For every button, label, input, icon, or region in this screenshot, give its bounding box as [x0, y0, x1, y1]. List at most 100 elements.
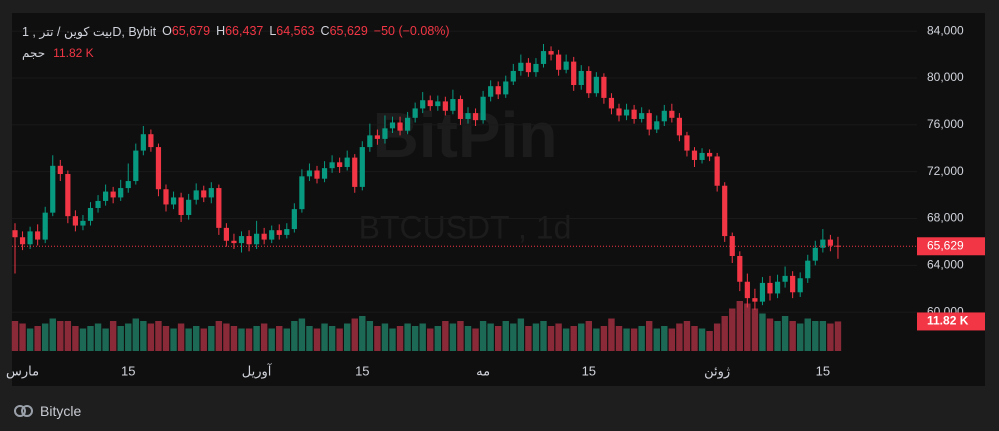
candle-body [707, 152, 713, 157]
candle-body [19, 237, 26, 245]
x-tick-label: مه [476, 363, 490, 378]
legend-key: L [269, 24, 277, 38]
candle-body [427, 100, 433, 107]
volume-bar [344, 323, 351, 351]
candle-body [782, 275, 788, 282]
volume-bar [411, 326, 419, 351]
candle-body [420, 100, 426, 109]
volume-bar [185, 328, 192, 351]
candle-body [669, 110, 675, 118]
candle-body [556, 54, 562, 70]
volume-bar [102, 328, 109, 351]
volume-bar [691, 326, 698, 351]
volume-bar [26, 328, 34, 351]
candle-body [170, 197, 177, 205]
volume-bar [449, 323, 457, 351]
volume-bar [540, 321, 547, 351]
candle-body [284, 229, 290, 235]
volume-bar [578, 323, 585, 351]
volume-bar [200, 328, 207, 351]
volume-bar [585, 321, 592, 351]
volume-bar [42, 323, 49, 351]
candle-body [223, 227, 229, 241]
volume-bar [698, 328, 706, 351]
x-tick-label: 15 [121, 363, 135, 378]
volume-bar [313, 328, 321, 351]
volume-bar [502, 321, 509, 351]
volume-bar [774, 321, 781, 351]
candle-body [299, 176, 305, 210]
y-tick-label: 80,000 [927, 70, 964, 84]
candle-body [820, 239, 826, 248]
volume-bar [389, 328, 396, 351]
candle-body [472, 113, 479, 121]
volume-bar [797, 323, 804, 351]
last-price-label: 65,629 [927, 238, 964, 252]
volume-bar [570, 326, 577, 351]
volume-bar [713, 323, 721, 351]
volume-bar [562, 328, 570, 351]
candle-body [495, 86, 501, 95]
candle-body [435, 101, 441, 107]
watermark-sub: BTCUSDT , 1d [359, 209, 572, 245]
volume-bar [223, 323, 230, 351]
volume-bar [64, 321, 72, 351]
legend-value: 65,629 [329, 24, 368, 38]
candle-body [767, 282, 773, 294]
candle-body [367, 135, 373, 148]
volume-bar [676, 323, 683, 351]
volume-bar [804, 318, 811, 351]
volume-bar [260, 323, 268, 351]
y-tick-label: 84,000 [927, 23, 964, 37]
candle-body [389, 122, 396, 129]
volume-bar [140, 321, 147, 351]
candle-body [140, 134, 146, 151]
volume-bar [495, 326, 502, 351]
candle-body [254, 233, 260, 245]
candle-body [790, 275, 796, 293]
volume-bar [532, 323, 540, 351]
volume-bar [789, 321, 796, 351]
candle-body [812, 247, 818, 261]
volume-bar [479, 321, 487, 351]
legend: بیت کوین / تتر , 1D, Bybit O65,679 H66,43… [22, 24, 450, 39]
volume-bar [125, 323, 132, 351]
candle-body [540, 51, 547, 64]
candle-body [42, 212, 48, 240]
volume-bar [291, 321, 298, 351]
volume-bar [653, 328, 660, 351]
legend-key: H [216, 24, 226, 38]
candle-body [533, 63, 539, 73]
candle-body [661, 110, 667, 122]
candle-body [186, 199, 192, 215]
candle-body [374, 135, 380, 139]
candle-body [110, 191, 116, 198]
volume-bar [646, 321, 653, 351]
candle-body [548, 51, 554, 55]
volume-bar [487, 323, 494, 351]
volume-bar [668, 328, 676, 351]
volume-tag [917, 312, 985, 331]
volume-legend: حجم 11.82 K [22, 46, 94, 60]
volume-bar [253, 326, 260, 351]
volume-bar [827, 323, 834, 351]
symbol-title: بیت کوین / تتر , 1D, Bybit [22, 25, 157, 39]
candle-body [586, 70, 592, 94]
volume-bar [608, 318, 615, 351]
candle-body [465, 113, 471, 119]
candle-body [827, 239, 833, 246]
candle-body [352, 157, 358, 187]
volume-bar [366, 321, 374, 351]
candle-body [208, 188, 214, 198]
volume-bar [615, 326, 623, 351]
candle-body [601, 76, 607, 98]
volume-bar [593, 328, 600, 351]
x-tick-label: ژوئن [704, 363, 730, 379]
volume-bar [19, 323, 26, 351]
volume-bar [751, 308, 759, 351]
candle-body [518, 62, 524, 71]
volume-bar [510, 323, 517, 351]
volume-value: 11.82 K [53, 46, 94, 60]
candle-body [261, 233, 267, 240]
